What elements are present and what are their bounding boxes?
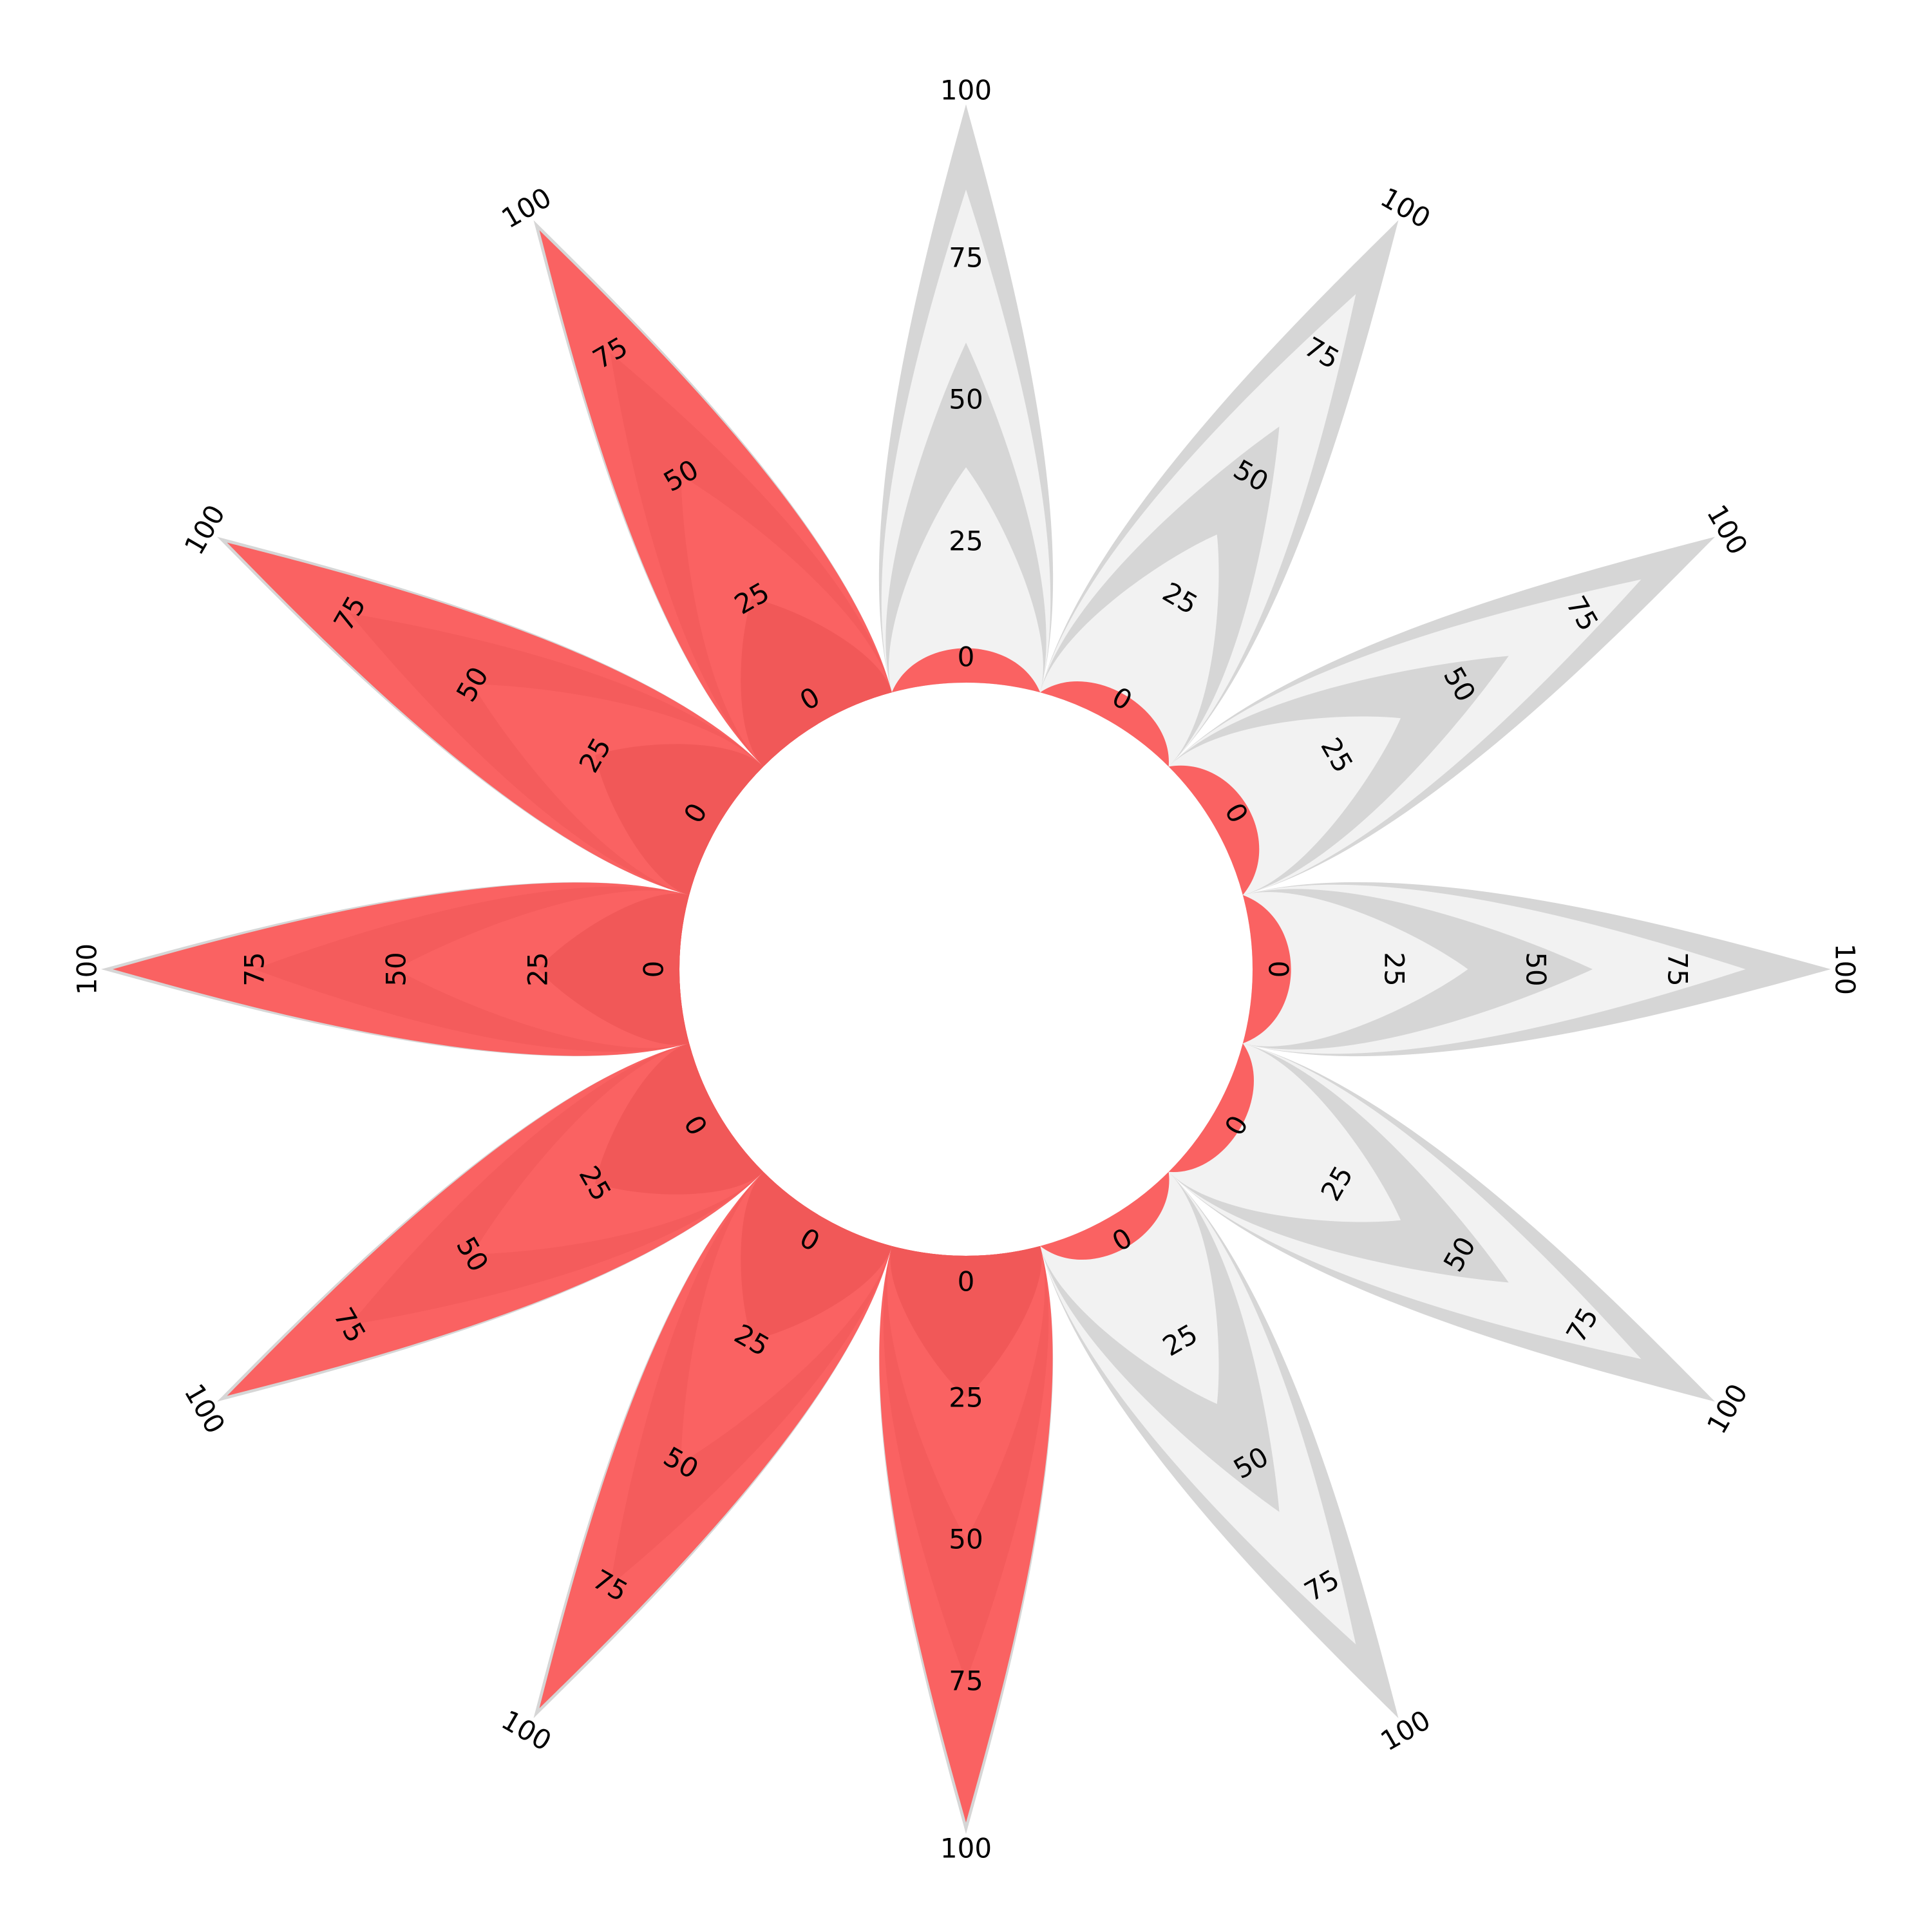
petal-band-25 xyxy=(741,598,892,767)
tick-label: 100 xyxy=(1701,1379,1754,1439)
tick-label: 0 xyxy=(958,1266,975,1298)
petal-band-25 xyxy=(595,1043,764,1195)
tick-label: 75 xyxy=(949,1665,983,1697)
tick-label: 25 xyxy=(949,1382,983,1414)
petal-band-25 xyxy=(595,744,764,895)
tick-label: 25 xyxy=(1379,952,1410,986)
petal-value-bar xyxy=(1168,765,1260,895)
petal-value-bar xyxy=(1168,1043,1254,1172)
tick-label: 50 xyxy=(949,1524,983,1555)
tick-label: 75 xyxy=(239,952,270,986)
petal-band-empty xyxy=(1242,892,1468,1046)
tick-label: 0 xyxy=(1263,961,1294,978)
tick-label: 0 xyxy=(958,641,975,673)
tick-label: 50 xyxy=(1520,952,1552,986)
petal-value-bar xyxy=(891,648,1041,693)
tick-label: 100 xyxy=(940,1833,992,1864)
tick-label: 100 xyxy=(1830,943,1861,995)
tick-label: 100 xyxy=(497,1704,557,1757)
petal-band-empty xyxy=(1168,1043,1401,1222)
tick-label: 75 xyxy=(949,242,983,274)
petals-layer xyxy=(101,104,1831,1834)
petal-band-25 xyxy=(890,1245,1042,1397)
tick-label: 100 xyxy=(1376,1704,1436,1757)
tick-label: 25 xyxy=(522,952,554,986)
petal-band-empty xyxy=(1040,1171,1219,1404)
tick-label: 100 xyxy=(497,182,557,235)
tick-label: 100 xyxy=(1701,500,1754,560)
tick-label: 75 xyxy=(1662,952,1694,986)
petal-band-empty xyxy=(889,467,1043,693)
petal-band-empty xyxy=(1168,716,1401,895)
petal-value-bar xyxy=(1040,1171,1170,1260)
tick-label: 50 xyxy=(381,952,412,986)
petal-value-bar xyxy=(1040,681,1169,767)
tick-label: 100 xyxy=(1376,182,1436,235)
tick-label: 25 xyxy=(949,526,983,557)
petal-band-25 xyxy=(538,893,690,1045)
tick-label: 100 xyxy=(71,943,103,995)
tick-label: 100 xyxy=(940,75,992,106)
petal-value-bar xyxy=(1242,895,1291,1044)
petal-band-25 xyxy=(741,1171,892,1340)
tick-label: 100 xyxy=(178,1379,232,1439)
tick-label: 50 xyxy=(949,384,983,415)
tick-label: 0 xyxy=(638,961,670,978)
tick-label: 100 xyxy=(178,500,232,560)
petal-band-empty xyxy=(1040,535,1219,767)
